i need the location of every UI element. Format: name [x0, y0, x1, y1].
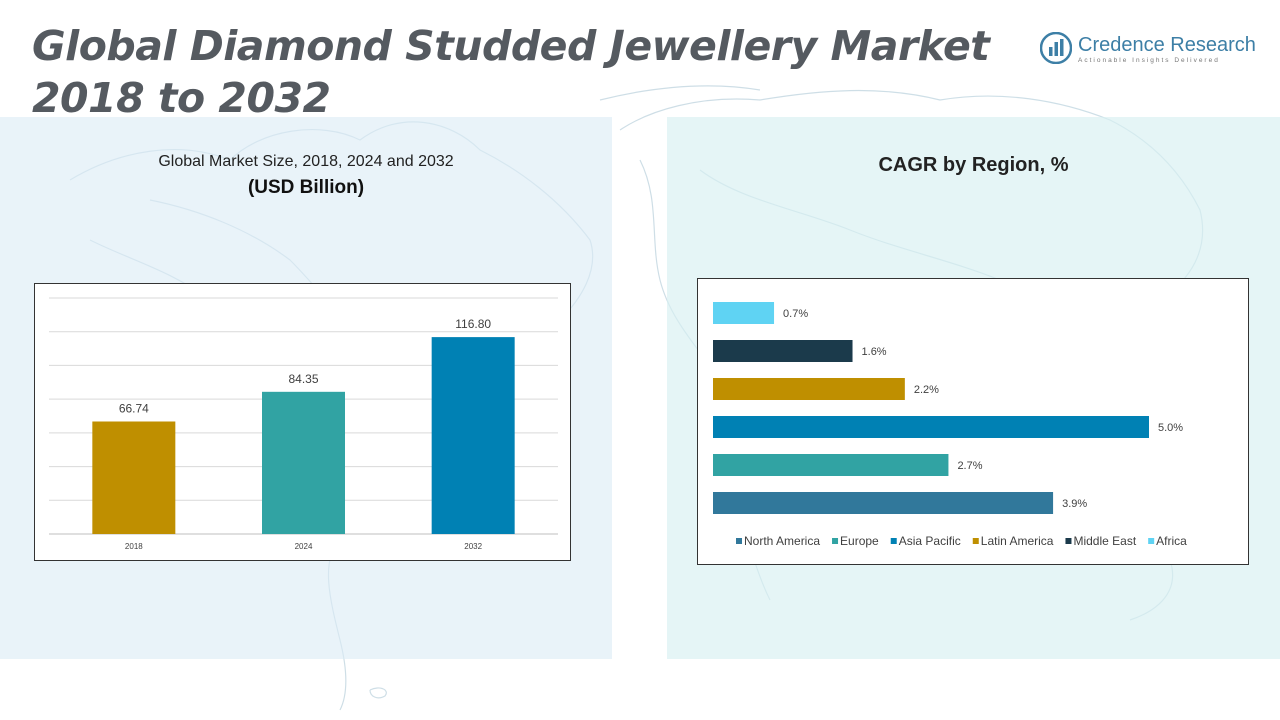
market-size-chart-unit: (USD Billion) [247, 177, 365, 198]
bar-2032 [431, 337, 515, 534]
data-label: 2.2% [914, 384, 939, 396]
bar-north-america [713, 492, 1054, 514]
x-tick-label: 2024 [295, 542, 313, 551]
legend-swatch [972, 538, 979, 544]
legend-label: Asia Pacific [899, 534, 961, 548]
bar-africa [713, 302, 775, 324]
bar-2024 [262, 391, 345, 534]
x-tick-label: 2018 [125, 542, 143, 551]
market-size-chart-box: 66.74 2018 84.35 2024 116.80 2032 [34, 283, 571, 561]
cagr-chart-title: CAGR by Region, % [878, 154, 1069, 176]
data-label: 0.7% [783, 308, 808, 320]
legend-label: Middle East [1073, 534, 1136, 548]
title-line-1: Global Diamond Studded Jewellery Market [32, 22, 990, 70]
legend-label: North America [744, 534, 820, 548]
legend-swatch [890, 538, 897, 544]
data-label: 66.74 [119, 401, 149, 415]
market-size-chart-title: Global Market Size, 2018, 2024 and 2032 [158, 153, 454, 170]
x-tick-label: 2032 [464, 542, 482, 551]
data-label: 116.80 [455, 317, 491, 331]
legend-label: Europe [840, 534, 879, 548]
data-label: 84.35 [288, 372, 318, 386]
data-label: 3.9% [1062, 498, 1087, 510]
bar-2018 [92, 421, 176, 534]
legend-label: Africa [1156, 534, 1187, 548]
title-line-2: 2018 to 2032 [32, 74, 331, 122]
brand-logo: Credence Research Actionable Insights De… [1040, 30, 1260, 70]
legend-swatch [1065, 538, 1072, 544]
legend-swatch [736, 538, 742, 544]
data-label: 5.0% [1158, 422, 1183, 434]
market-size-bar-chart: 66.74 2018 84.35 2024 116.80 2032 [49, 297, 558, 551]
data-label: 2.7% [957, 460, 982, 472]
page-title: Global Diamond Studded Jewellery Market … [32, 20, 990, 124]
bar-europe [713, 454, 949, 476]
logo-mark-icon [1040, 32, 1072, 64]
bar-middle-east [713, 340, 853, 362]
legend-swatch [832, 538, 839, 544]
brand-name: Credence Research [1078, 34, 1256, 56]
data-label: 1.6% [862, 346, 887, 358]
chart-legend: North America Europe Asia Pacific Latin Ame… [736, 534, 1187, 548]
cagr-chart-box: 3.9% 2.7% 5.0% 2.2% 1.6% 0.7% North America Eur… [697, 278, 1249, 565]
brand-tagline: Actionable Insights Delivered [1078, 57, 1220, 64]
cagr-horizontal-bar-chart: 3.9% 2.7% 5.0% 2.2% 1.6% 0.7% North America Eur… [713, 302, 1187, 548]
legend-swatch [1148, 538, 1155, 544]
bar-latin-america [713, 378, 905, 400]
legend-label: Latin America [981, 534, 1054, 548]
bar-asia-pacific [713, 416, 1149, 438]
